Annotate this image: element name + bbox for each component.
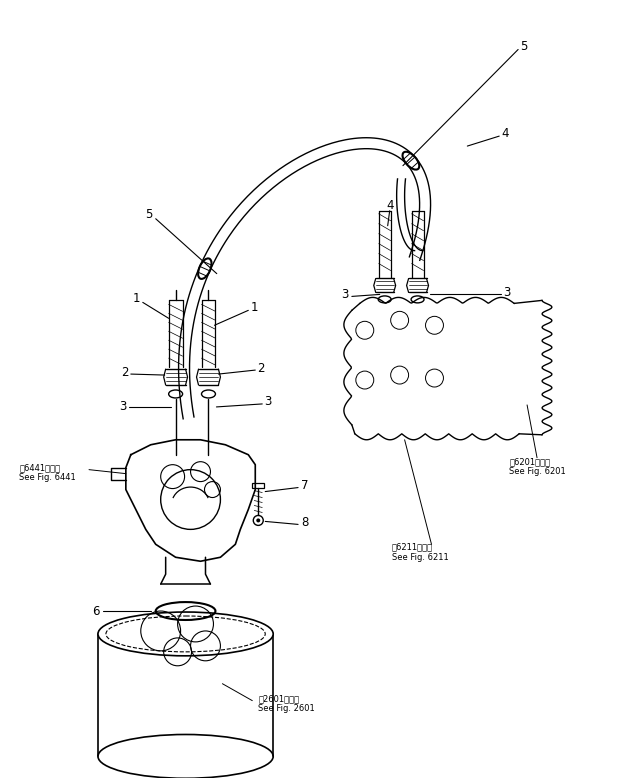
Text: See Fig. 6201: See Fig. 6201: [509, 467, 566, 476]
Ellipse shape: [98, 612, 273, 656]
Text: 7: 7: [301, 479, 309, 492]
Text: 第6441図参照: 第6441図参照: [19, 463, 60, 472]
Text: 4: 4: [386, 200, 394, 212]
Text: 6: 6: [92, 604, 100, 618]
Text: 1: 1: [251, 301, 258, 314]
Text: 2: 2: [121, 366, 129, 378]
Text: 1: 1: [133, 292, 140, 305]
Text: 3: 3: [265, 395, 272, 409]
Text: See Fig. 6211: See Fig. 6211: [392, 553, 448, 562]
Text: 5: 5: [521, 40, 528, 53]
Bar: [252, 483, 264, 488]
Text: See Fig. 6441: See Fig. 6441: [19, 473, 76, 482]
Text: 3: 3: [119, 400, 126, 413]
Text: 3: 3: [504, 286, 511, 299]
Text: 3: 3: [341, 288, 349, 301]
Text: 4: 4: [502, 126, 509, 140]
Text: 第2601図参照: 第2601図参照: [258, 694, 299, 703]
Text: See Fig. 2601: See Fig. 2601: [258, 704, 315, 713]
Text: 第6211図参照: 第6211図参照: [392, 543, 433, 551]
Polygon shape: [126, 440, 255, 562]
Text: 5: 5: [145, 208, 152, 222]
Circle shape: [257, 519, 260, 523]
Text: 第6201図参照: 第6201図参照: [509, 457, 551, 466]
Text: 2: 2: [258, 362, 265, 374]
Text: 8: 8: [302, 516, 309, 529]
